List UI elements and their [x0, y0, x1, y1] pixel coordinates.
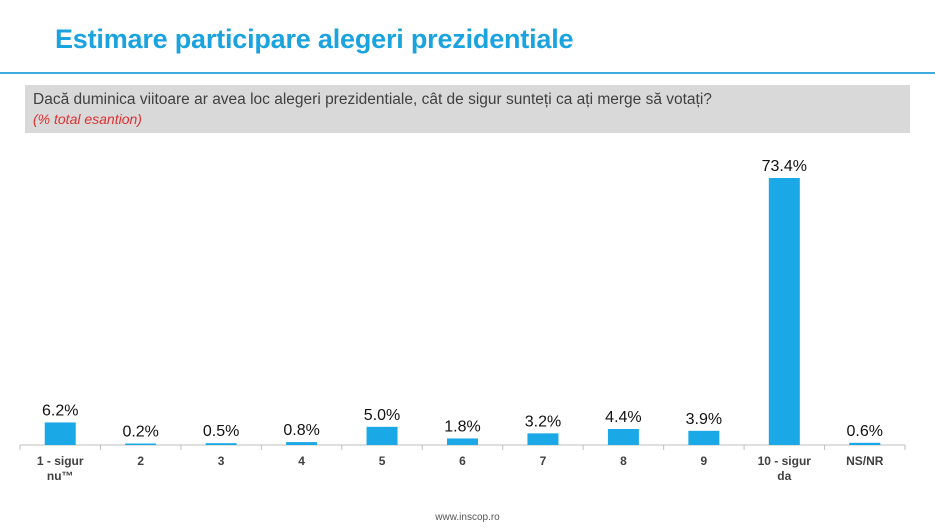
- bar-2: [125, 443, 157, 445]
- page-title: Estimare participare alegeri prezidentia…: [55, 24, 574, 54]
- data-label-3: 0.5%: [203, 423, 239, 440]
- footer-source: www.inscop.ro: [435, 512, 500, 523]
- category-label-2: 2: [137, 454, 144, 468]
- bar-8: [607, 428, 639, 445]
- data-label-4: 0.8%: [283, 422, 319, 439]
- data-label-10: 73.4%: [762, 158, 807, 175]
- question-box: Dacă duminica viitoare ar avea loc alege…: [25, 85, 910, 133]
- bar-5: [366, 426, 398, 445]
- category-label-10: da: [777, 469, 791, 483]
- bar-1: [44, 422, 76, 445]
- data-label-7: 3.2%: [525, 413, 561, 430]
- data-label-11: 0.6%: [847, 423, 883, 440]
- data-label-1: 6.2%: [42, 402, 78, 419]
- data-label-5: 5.0%: [364, 407, 400, 424]
- bar-6: [447, 438, 478, 445]
- bar-7: [527, 433, 559, 445]
- category-label-3: 3: [218, 454, 225, 468]
- category-label-10: 10 - sigur: [758, 454, 812, 468]
- title-divider: [0, 72, 935, 74]
- category-label-9: 9: [701, 454, 708, 468]
- category-label-7: 7: [540, 454, 547, 468]
- data-label-2: 0.2%: [122, 424, 158, 441]
- category-label-5: 5: [379, 454, 386, 468]
- data-label-9: 3.9%: [686, 411, 722, 428]
- category-label-4: 4: [298, 454, 305, 468]
- question-text: Dacă duminica viitoare ar avea loc alege…: [33, 91, 712, 108]
- data-label-6: 1.8%: [444, 418, 480, 435]
- bar-4: [286, 442, 318, 445]
- bar-11: [849, 442, 881, 445]
- bar-10: [768, 178, 800, 445]
- category-label-1: 1 - sigur: [37, 454, 84, 468]
- question-note: (% total esantion): [33, 111, 142, 127]
- category-label-1: nu™: [47, 469, 74, 483]
- bar-3: [205, 443, 237, 445]
- category-label-8: 8: [620, 454, 627, 468]
- bar-9: [688, 430, 720, 445]
- category-label-6: 6: [459, 454, 466, 468]
- category-label-11: NS/NR: [846, 454, 884, 468]
- data-label-8: 4.4%: [605, 409, 641, 426]
